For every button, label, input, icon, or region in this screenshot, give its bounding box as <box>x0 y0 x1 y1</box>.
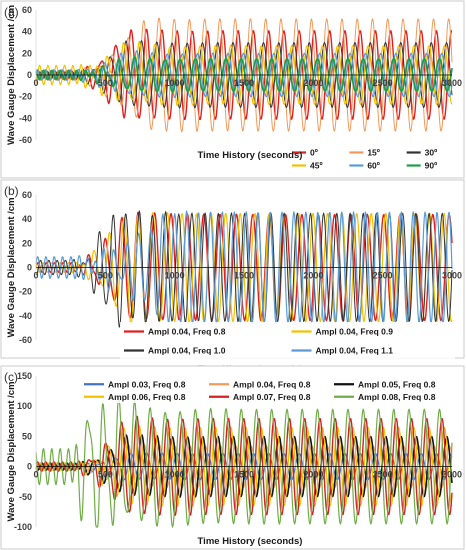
x-tick-label: 1000 <box>165 78 185 88</box>
x-tick-label: 0 <box>33 271 38 281</box>
series-line-4 <box>35 40 453 107</box>
x-tick-label: 500 <box>98 271 113 281</box>
y-tick-label: 100 <box>17 401 32 411</box>
series-line-3 <box>35 434 453 498</box>
y-tick-label: -40 <box>19 311 32 321</box>
x-tick-label: 2000 <box>303 271 323 281</box>
series-line-6 <box>35 55 453 93</box>
x-tick-label: 2500 <box>373 271 393 281</box>
y-axis-title: Wave Gauge Displacement /cm <box>6 5 17 145</box>
panel-label: (a) <box>4 5 19 19</box>
y-tick-label: -20 <box>19 92 32 102</box>
legend-label-3: 30º <box>425 148 438 158</box>
series-line-5 <box>35 50 453 99</box>
legend-label-1: Ampl 0.03, Freq 0.8 <box>108 379 186 389</box>
y-tick-label: -60 <box>19 135 32 145</box>
legend-label-6: Ampl 0.08, Freq 0.8 <box>358 392 436 402</box>
x-axis-title: Time History (seconds) <box>198 536 303 547</box>
y-tick-label: 40 <box>22 27 32 37</box>
y-tick-label: 150 <box>17 371 32 381</box>
x-tick-label: 2000 <box>303 78 323 88</box>
series-line-2 <box>35 212 453 326</box>
legend-label-3: Ampl 0.04, Freq 1.0 <box>148 346 226 356</box>
y-tick-label: -60 <box>19 335 32 345</box>
legend-label-4: 45º <box>310 161 323 171</box>
y-tick-label: 0 <box>27 462 32 472</box>
x-tick-label: 3000 <box>442 271 462 281</box>
x-tick-label: 2500 <box>373 470 393 480</box>
y-tick-label: 20 <box>22 48 32 58</box>
legend-label-1: 0º <box>310 148 318 158</box>
legend-label-6: 90º <box>425 161 438 171</box>
x-axis-title: Time History (seconds) <box>198 150 303 161</box>
legend-label-5: 60º <box>367 161 380 171</box>
y-tick-label: -40 <box>19 113 32 123</box>
y-tick-label: -100 <box>14 522 32 532</box>
series-line-1 <box>35 28 452 121</box>
series-line-1 <box>35 211 453 322</box>
x-tick-label: 3000 <box>442 78 462 88</box>
legend: 0º 15º 30º 45º 60º 90º <box>288 146 460 172</box>
y-tick-label: 0 <box>27 263 32 273</box>
legend-background <box>288 146 460 172</box>
x-tick-label: 0 <box>33 470 38 480</box>
legend-label-4: Ampl 0.06, Freq 0.8 <box>108 392 186 402</box>
y-tick-label: 60 <box>22 5 32 15</box>
series-line-2 <box>35 17 453 133</box>
legend-label-1: Ampl 0.04, Freq 0.8 <box>148 327 226 337</box>
x-tick-label: 500 <box>98 470 113 480</box>
x-tick-label: 1500 <box>234 470 254 480</box>
legend-label-2: Ampl 0.04, Freq 0.8 <box>233 379 311 389</box>
x-tick-label: 2000 <box>303 470 323 480</box>
x-tick-label: 500 <box>98 78 113 88</box>
legend-label-3: Ampl 0.05, Freq 0.8 <box>358 379 436 389</box>
series-group <box>35 210 453 328</box>
x-tick-label: 1500 <box>234 271 254 281</box>
y-tick-label: 0 <box>27 70 32 80</box>
y-tick-label: -50 <box>19 492 32 502</box>
legend: Ampl 0.04, Freq 0.8 Ampl 0.04, Freq 0.9 Am… <box>120 322 455 360</box>
legend-label-5: Ampl 0.07, Freq 0.8 <box>233 392 311 402</box>
legend-background <box>120 322 455 360</box>
legend-label-2: 15º <box>367 148 380 158</box>
y-tick-label: -20 <box>19 287 32 297</box>
x-tick-label: 1500 <box>234 78 254 88</box>
series-line-4 <box>35 210 453 325</box>
y-tick-label: 60 <box>22 190 32 200</box>
series-group <box>35 17 453 133</box>
y-tick-label: 40 <box>22 214 32 224</box>
x-tick-label: 1000 <box>165 271 185 281</box>
y-tick-label: 50 <box>22 431 32 441</box>
x-tick-label: 3000 <box>442 470 462 480</box>
panel-label: (c) <box>4 370 18 384</box>
panel-label: (b) <box>4 184 19 198</box>
y-tick-label: 20 <box>22 238 32 248</box>
legend-background <box>80 378 455 403</box>
x-tick-label: 0 <box>33 78 38 88</box>
legend: Ampl 0.03, Freq 0.8 Ampl 0.04, Freq 0.8 Am… <box>80 378 455 403</box>
y-axis-title: Wave Gauge Displacement /cm <box>6 197 17 337</box>
y-axis-title: Wave Gauge Displacement /cm <box>6 381 17 521</box>
x-tick-label: 1000 <box>165 470 185 480</box>
legend-label-2: Ampl 0.04, Freq 0.9 <box>316 327 394 337</box>
legend-label-4: Ampl 0.04, Freq 1.1 <box>316 346 394 356</box>
x-tick-label: 2500 <box>373 78 393 88</box>
series-line-6 <box>35 395 453 528</box>
